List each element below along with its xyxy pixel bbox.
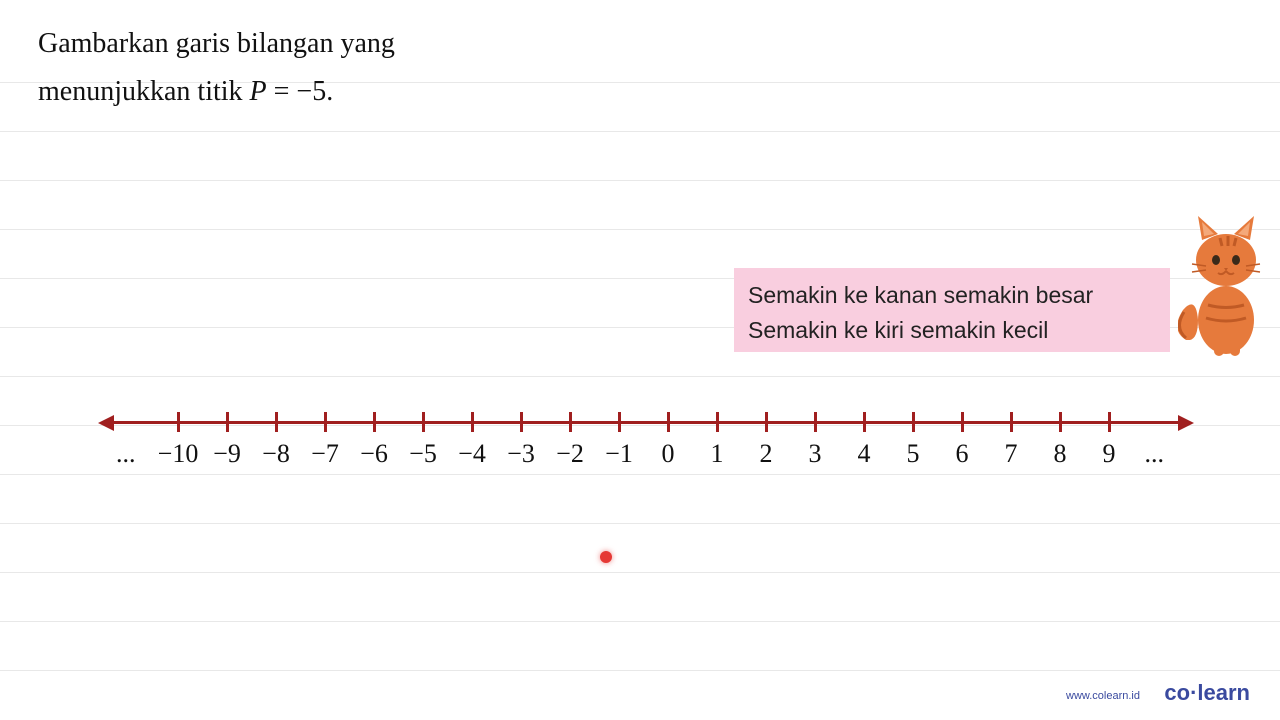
variable-p: P [250,76,267,107]
right-ellipsis: ... [1145,439,1165,469]
tick-label: −5 [409,439,437,469]
number-line: −10−9−8−7−6−5−4−3−2−10123456789 ... ... [98,395,1194,475]
tick-label: 2 [760,439,773,469]
footer-logo: co·learn [1164,680,1250,706]
tick [618,412,621,432]
tick [520,412,523,432]
tick [324,412,327,432]
question-line1: Gambarkan garis bilangan yang [38,28,395,59]
question-line2b: = −5. [267,76,334,107]
tick [1010,412,1013,432]
tick [667,412,670,432]
tick [863,412,866,432]
tick-label: −7 [311,439,339,469]
tick [1108,412,1111,432]
tick [422,412,425,432]
tick [177,412,180,432]
tick-label: −4 [458,439,486,469]
ruled-line [0,523,1280,524]
tick-label: −3 [507,439,535,469]
ruled-line [0,670,1280,671]
ruled-line [0,180,1280,181]
ruled-line [0,572,1280,573]
question-text: Gambarkan garis bilangan yang menunjukka… [38,20,395,115]
tick-label: −2 [556,439,584,469]
tick [226,412,229,432]
tick [569,412,572,432]
left-ellipsis: ... [116,439,136,469]
footer-url: www.colearn.id [1066,690,1140,702]
tick-label: −10 [158,439,199,469]
tick-label: 4 [858,439,871,469]
tick-label: 5 [907,439,920,469]
tick-label: 8 [1054,439,1067,469]
ruled-line [0,131,1280,132]
tick [765,412,768,432]
ruled-line [0,229,1280,230]
tick-label: −8 [262,439,290,469]
arrow-right-icon [1178,415,1194,431]
ruled-line [0,376,1280,377]
tick-label: 7 [1005,439,1018,469]
pointer-dot-icon [600,551,612,563]
axis-line [108,421,1184,424]
tick [716,412,719,432]
logo-part-b: learn [1197,680,1250,705]
cat-illustration [1178,210,1266,360]
tick-label: 6 [956,439,969,469]
hint-line2: Semakin ke kiri semakin kecil [748,313,1156,348]
logo-part-a: co [1164,680,1190,705]
tick-label: 0 [662,439,675,469]
ruled-line [0,621,1280,622]
tick-label: −9 [213,439,241,469]
tick [275,412,278,432]
tick [961,412,964,432]
tick-label: 3 [809,439,822,469]
tick-label: −1 [605,439,633,469]
tick [373,412,376,432]
tick-label: 1 [711,439,724,469]
tick [912,412,915,432]
tick [814,412,817,432]
tick [1059,412,1062,432]
tick [471,412,474,432]
hint-box: Semakin ke kanan semakin besar Semakin k… [734,268,1170,352]
question-line2a: menunjukkan titik [38,76,250,107]
tick-label: 9 [1103,439,1116,469]
hint-line1: Semakin ke kanan semakin besar [748,278,1156,313]
tick-label: −6 [360,439,388,469]
